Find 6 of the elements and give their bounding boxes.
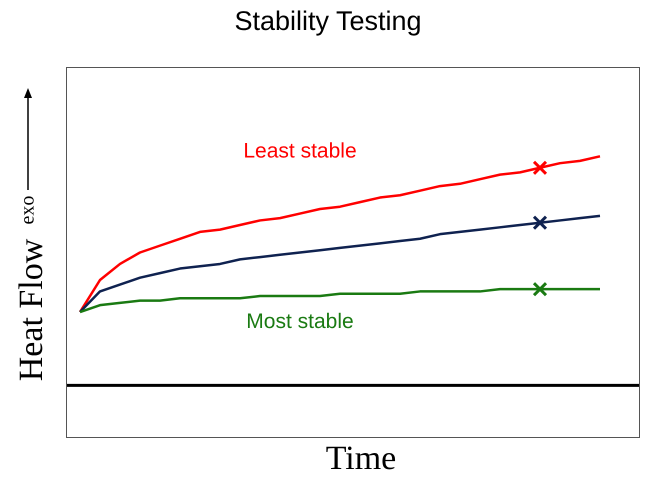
chart-title: Stability Testing (233, 6, 423, 37)
x-axis-title: Time (324, 440, 398, 478)
series-label: Least stable (243, 140, 357, 163)
y-axis-title: Heat Flow (13, 238, 51, 382)
series-label: Most stable (246, 310, 354, 334)
text: exo (16, 196, 40, 224)
